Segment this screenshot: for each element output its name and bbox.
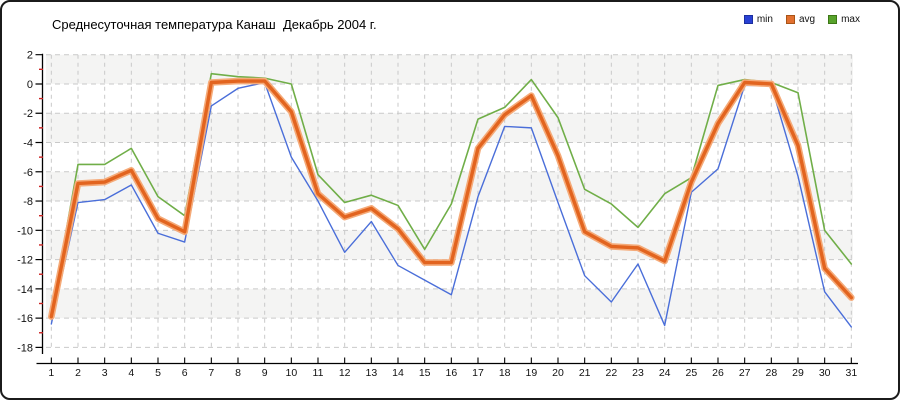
y-tick-label: 0 xyxy=(27,79,33,91)
x-tick-label: 10 xyxy=(285,367,297,379)
plot-band xyxy=(46,142,853,172)
legend-label-min: min xyxy=(756,14,773,25)
y-tick-label: -10 xyxy=(17,225,33,237)
plot-band xyxy=(46,113,853,143)
x-tick-label: 3 xyxy=(102,367,108,379)
x-tick-label: 9 xyxy=(262,367,268,379)
y-tick-label: 2 xyxy=(27,50,33,62)
x-tick-label: 29 xyxy=(792,367,804,379)
y-tick-label: -12 xyxy=(17,255,33,267)
y-tick-label: -18 xyxy=(17,342,33,354)
legend-item-min: min xyxy=(743,14,773,25)
x-tick-label: 28 xyxy=(765,367,777,379)
x-tick-label: 27 xyxy=(739,367,751,379)
plot-band xyxy=(46,318,853,348)
x-tick-label: 25 xyxy=(685,367,697,379)
x-tick-label: 24 xyxy=(659,367,671,379)
avg-series-line xyxy=(49,79,854,319)
min-color-swatch-icon xyxy=(743,15,753,24)
y-tick-label: -16 xyxy=(17,313,33,325)
y-tick-label: -14 xyxy=(17,284,33,296)
plot-band xyxy=(46,54,853,84)
x-tick-label: 7 xyxy=(208,367,214,379)
x-tick-label: 20 xyxy=(552,367,564,379)
x-tick-label: 14 xyxy=(392,367,404,379)
x-tick-label: 12 xyxy=(339,367,351,379)
min-series-line xyxy=(50,81,853,328)
plot-band xyxy=(46,171,853,202)
x-tick-label: 6 xyxy=(182,367,188,379)
x-tick-label: 4 xyxy=(128,367,134,379)
x-tick-label: 19 xyxy=(525,367,537,379)
y-tick-label: -6 xyxy=(23,167,33,179)
legend-label-max: max xyxy=(841,14,860,25)
legend: min avg max xyxy=(743,14,860,25)
x-tick-label: 26 xyxy=(712,367,724,379)
x-tick-label: 17 xyxy=(472,367,484,379)
y-tick-label: -8 xyxy=(23,196,33,208)
x-tick-label: 21 xyxy=(579,367,591,379)
x-tick-label: 31 xyxy=(845,367,857,379)
legend-label-avg: avg xyxy=(798,14,816,25)
legend-item-max: max xyxy=(828,14,860,25)
legend-item-avg: avg xyxy=(785,14,816,25)
x-tick-label: 18 xyxy=(499,367,511,379)
avg-color-swatch-icon xyxy=(785,15,795,24)
y-tick-label: -4 xyxy=(23,138,33,150)
max-color-swatch-icon xyxy=(828,15,838,24)
x-tick-label: 1 xyxy=(48,367,54,379)
y-tick-label: -2 xyxy=(23,108,33,120)
x-tick-label: 2 xyxy=(75,367,81,379)
x-tick-label: 22 xyxy=(605,367,617,379)
x-tick-label: 13 xyxy=(365,367,377,379)
x-tick-label: 15 xyxy=(419,367,431,379)
x-tick-label: 30 xyxy=(819,367,831,379)
x-tick-label: 11 xyxy=(313,367,324,379)
chart-title: Среднесуточная температура Канаш Декабрь… xyxy=(52,17,377,32)
x-tick-label: 16 xyxy=(445,367,457,379)
x-tick-label: 8 xyxy=(235,367,241,379)
plot-band xyxy=(46,83,853,114)
x-tick-label: 5 xyxy=(155,367,161,379)
plot-band xyxy=(46,230,853,260)
x-tick-label: 23 xyxy=(632,367,644,379)
